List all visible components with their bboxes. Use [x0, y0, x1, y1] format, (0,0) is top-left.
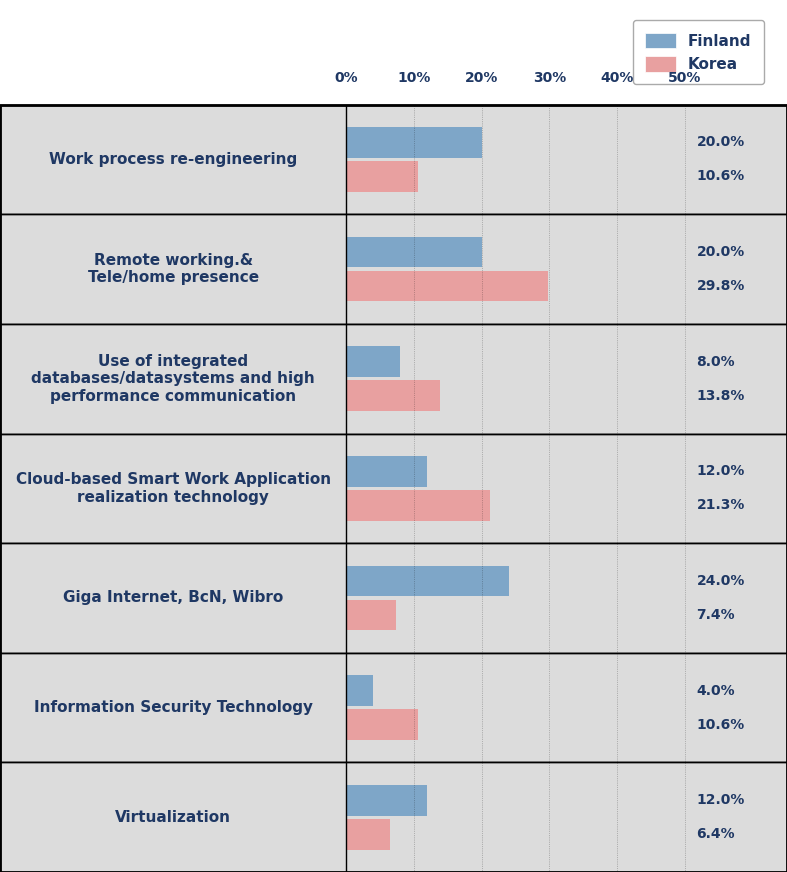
Text: Use of integrated
databases/datasystems and high
performance communication: Use of integrated databases/datasystems … — [31, 354, 315, 404]
Bar — [0, 324, 787, 433]
Bar — [346, 127, 482, 158]
Text: 20.0%: 20.0% — [696, 135, 745, 149]
Bar — [0, 433, 787, 543]
Text: Virtualization: Virtualization — [115, 810, 231, 825]
Text: 30%: 30% — [533, 72, 566, 85]
Bar — [346, 346, 401, 377]
Text: Information Security Technology: Information Security Technology — [34, 700, 312, 715]
Bar — [346, 270, 548, 302]
Text: 8.0%: 8.0% — [696, 355, 735, 369]
Text: 6.4%: 6.4% — [696, 828, 735, 841]
Text: 50%: 50% — [668, 72, 701, 85]
Bar — [0, 215, 787, 324]
Bar — [346, 456, 427, 487]
Bar — [346, 380, 440, 411]
Bar — [346, 785, 427, 815]
Text: 24.0%: 24.0% — [696, 574, 745, 588]
Text: 7.4%: 7.4% — [696, 608, 735, 622]
Text: Giga Internet, BcN, Wibro: Giga Internet, BcN, Wibro — [63, 590, 283, 605]
Bar — [346, 819, 390, 849]
Bar — [346, 675, 373, 706]
Bar — [346, 161, 418, 192]
Text: 12.0%: 12.0% — [696, 464, 745, 479]
Text: 10.6%: 10.6% — [696, 169, 745, 183]
Bar — [0, 762, 787, 872]
Text: 13.8%: 13.8% — [696, 389, 745, 403]
Text: Remote working.&
Tele/home presence: Remote working.& Tele/home presence — [87, 253, 259, 285]
Bar — [0, 653, 787, 762]
Text: 20%: 20% — [465, 72, 498, 85]
Bar — [346, 490, 490, 521]
Text: 0%: 0% — [334, 72, 358, 85]
Text: 12.0%: 12.0% — [696, 794, 745, 807]
Text: 40%: 40% — [600, 72, 634, 85]
Legend: Finland, Korea: Finland, Korea — [633, 20, 763, 85]
Bar — [346, 566, 508, 596]
Text: 10%: 10% — [397, 72, 430, 85]
Bar — [0, 543, 787, 653]
Bar — [346, 600, 397, 630]
Text: 20.0%: 20.0% — [696, 245, 745, 259]
Text: 21.3%: 21.3% — [696, 498, 745, 513]
Text: Cloud-based Smart Work Application
realization technology: Cloud-based Smart Work Application reali… — [16, 472, 331, 505]
Text: 29.8%: 29.8% — [696, 279, 745, 293]
Text: 10.6%: 10.6% — [696, 718, 745, 732]
Bar — [0, 105, 787, 215]
Bar — [346, 709, 418, 740]
Text: Work process re-engineering: Work process re-engineering — [49, 152, 297, 167]
Bar — [346, 236, 482, 268]
Text: 4.0%: 4.0% — [696, 684, 735, 698]
